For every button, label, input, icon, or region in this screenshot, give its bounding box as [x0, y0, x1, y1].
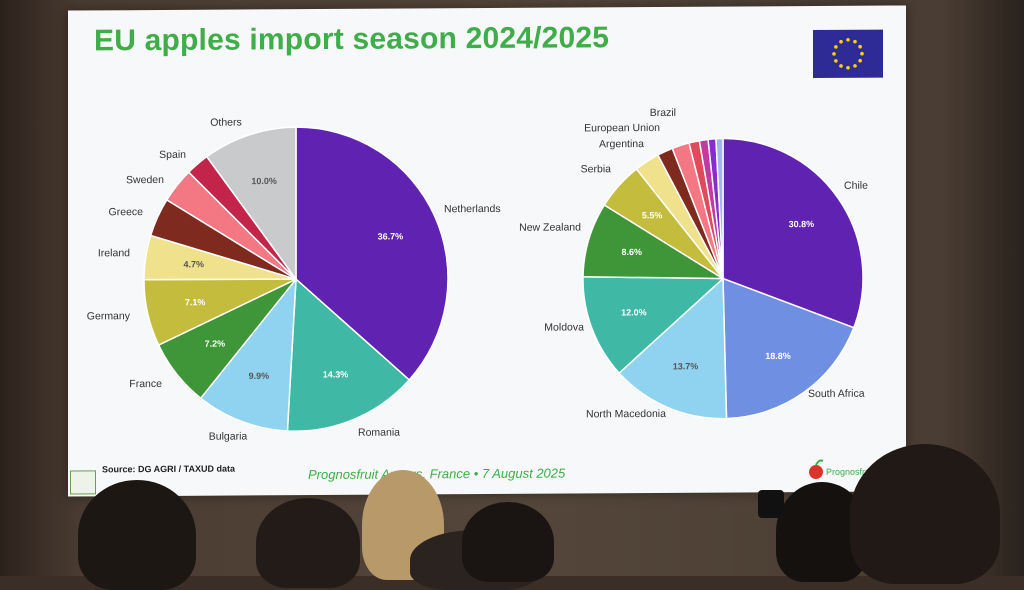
- pie-slice: [715, 137, 724, 279]
- pie-category-label: France: [129, 378, 162, 390]
- pie-value-label: 14.3%: [323, 369, 349, 379]
- pie-value-label: 18.8%: [765, 351, 791, 361]
- pie-value-label: 30.8%: [789, 219, 815, 229]
- pie-slice: [722, 277, 855, 420]
- pie-category-label: Chile: [844, 180, 868, 192]
- pie-category-label: Serbia: [581, 163, 612, 175]
- pie-category-label: Bulgaria: [209, 430, 248, 442]
- pie-category-label: European Union: [584, 122, 660, 134]
- pie-value-label: 8.6%: [621, 247, 642, 257]
- pie-slice: [722, 137, 864, 329]
- pie-slice: [286, 277, 411, 432]
- source-note: Source: DG AGRI / TAXUD data: [102, 463, 236, 475]
- flag-star: [846, 65, 850, 70]
- logo-left-icon: [70, 470, 96, 495]
- phone-camera-icon: [758, 490, 784, 518]
- pie-category-label: Sweden: [126, 174, 164, 186]
- slide-footer: Prognosfruit Angers, France • 7 August 2…: [308, 465, 566, 483]
- pie-chart-eu-imports-by-origin: 36.7% Netherlands 14.3% Romania 9.9% Bulgaria…: [87, 116, 501, 442]
- flag-star: [860, 51, 864, 56]
- pie-chart-extra-eu-imports-by-origin: 30.8% Chile 18.8% South Africa 13.7% North Ma…: [519, 107, 868, 421]
- pie-category-label: New Zealand: [519, 221, 581, 233]
- flag-star: [858, 44, 862, 49]
- flag-star: [834, 59, 838, 63]
- pie-category-label: Spain: [159, 149, 186, 161]
- pie-category-label: Others: [210, 116, 242, 128]
- pie-category-label: Ireland: [98, 247, 130, 259]
- pie-value-label: 7.1%: [185, 297, 206, 307]
- flag-star: [839, 39, 843, 44]
- pie-slice: [205, 126, 297, 282]
- prognosfruit-logo-icon: Prognosfruit: [808, 458, 878, 484]
- pie-value-label: 13.7%: [673, 361, 699, 371]
- pie-slice: [199, 276, 297, 432]
- presentation-slide: EU apples import season 2024/2025 36.7% N…: [68, 5, 906, 497]
- pie-category-label: Argentina: [599, 138, 644, 150]
- pie-charts: 36.7% Netherlands 14.3% Romania 9.9% Bulgaria…: [87, 107, 868, 443]
- pie-category-label: North Macedonia: [586, 408, 666, 420]
- logo-text: Prognosfruit: [826, 467, 875, 477]
- flag-star: [858, 58, 862, 63]
- pie-slice: [618, 276, 728, 420]
- pie-value-label: 36.7%: [378, 231, 404, 241]
- pie-category-label: Germany: [87, 310, 131, 322]
- pie-category-label: Brazil: [650, 107, 676, 119]
- pie-value-label: 9.9%: [249, 371, 270, 381]
- eu-flag-icon: [813, 29, 883, 79]
- flag-star: [839, 64, 843, 68]
- flag-star: [832, 52, 836, 56]
- pie-value-label: 4.7%: [184, 259, 205, 269]
- flag-star: [853, 39, 857, 44]
- flag-star: [853, 64, 857, 68]
- pie-category-label: South Africa: [808, 388, 865, 400]
- pie-slice: [582, 276, 725, 375]
- pie-slice: [295, 126, 449, 381]
- pie-value-label: 10.0%: [251, 176, 277, 186]
- pie-value-label: 12.0%: [621, 307, 647, 317]
- pie-category-label: Netherlands: [444, 203, 501, 215]
- flag-star: [846, 37, 850, 42]
- pie-value-label: 5.5%: [642, 210, 663, 220]
- flag-star: [834, 45, 838, 49]
- pie-value-label: 7.2%: [205, 339, 226, 349]
- pie-category-label: Moldova: [544, 321, 584, 333]
- pie-category-label: Romania: [358, 427, 400, 439]
- pie-category-label: Greece: [109, 206, 144, 218]
